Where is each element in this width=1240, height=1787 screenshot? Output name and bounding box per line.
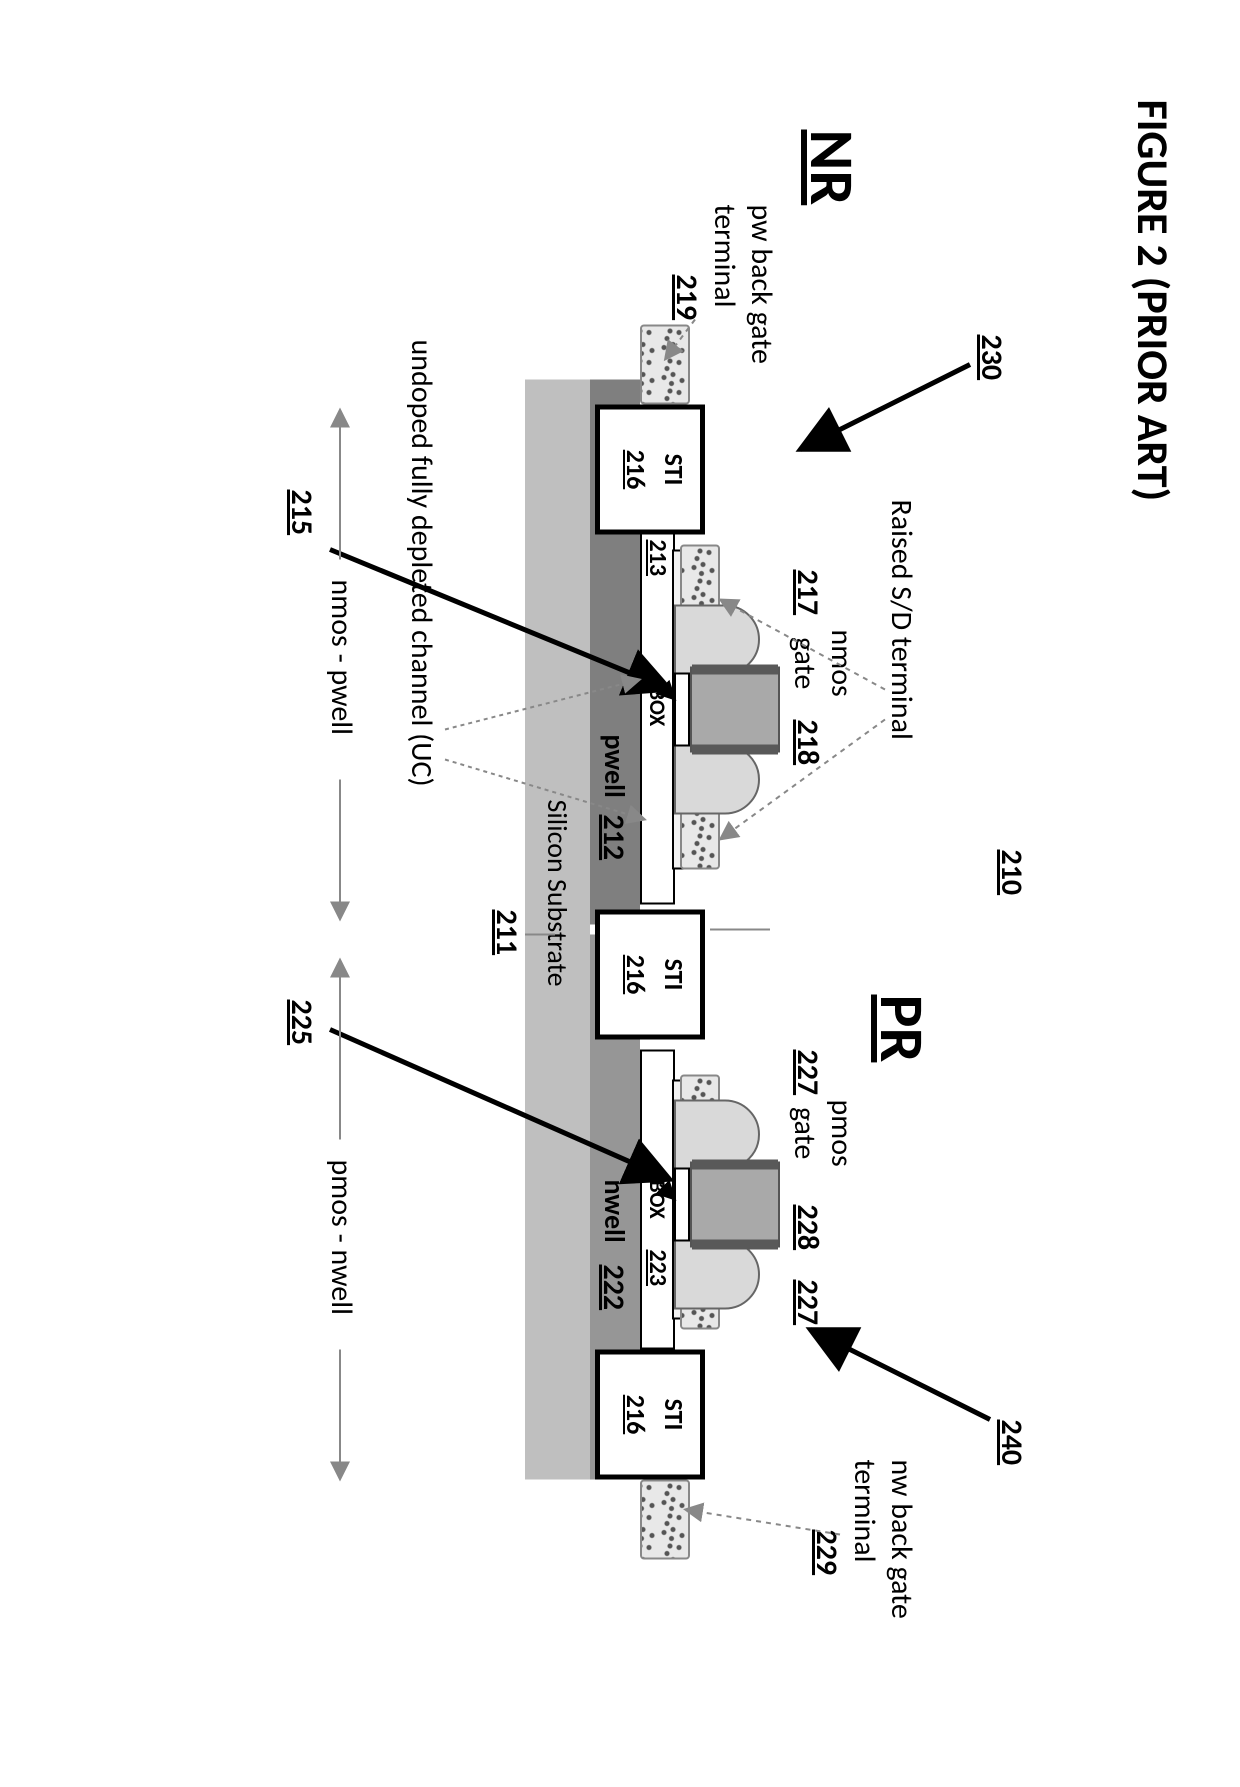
ref-217: 217	[789, 570, 826, 616]
nw-back-gate-terminal	[640, 1480, 690, 1560]
sti-text: STI	[658, 454, 690, 486]
figure-title: FIGURE 2 (PRIOR ART)	[1126, 100, 1180, 502]
nmos-rsd-right	[674, 745, 760, 815]
nmos-gate	[672, 605, 780, 815]
label-pwell: pwell	[597, 735, 632, 798]
ref-225: 225	[283, 1000, 320, 1046]
sti-1: STI216	[595, 405, 705, 535]
ref-223: 223	[643, 1250, 672, 1287]
pmos-gate-core	[690, 1162, 780, 1248]
ref-216-b: 216	[620, 915, 652, 1035]
ref-215: 215	[283, 490, 320, 536]
ref-229: 229	[808, 1530, 845, 1576]
label-undoped-uc: undoped fully depleted channel (UC)	[403, 340, 440, 787]
pmos-gate	[672, 1100, 780, 1310]
label-nr: NR	[794, 130, 870, 206]
label-nw-back-gate: nw back gate terminal	[846, 1460, 920, 1619]
pmos-rsd-right	[674, 1240, 760, 1310]
nmos-uc	[674, 673, 690, 747]
label-pw-back-gate: pw back gate terminal	[706, 205, 780, 364]
page: FIGURE 2 (PRIOR ART) 230 210 240 NR PR p…	[0, 0, 1240, 1787]
sti-text: STI	[658, 1399, 690, 1431]
box-pmos: BOX	[640, 1050, 675, 1350]
ref-210: 210	[993, 850, 1030, 896]
ref-222: 222	[595, 1265, 632, 1311]
nmos-gate-core	[690, 667, 780, 753]
label-nwell: nwell	[597, 1180, 632, 1243]
sti-text: STI	[658, 959, 690, 991]
pw-back-gate-terminal	[640, 325, 690, 405]
label-nmos-pwell-span: nmos - pwell	[323, 580, 360, 736]
label-pmos-gate: pmos gate	[786, 1100, 860, 1167]
label-raised-sd: Raised S/D terminal	[883, 500, 920, 740]
label-pr: PR	[864, 995, 940, 1063]
ref-213: 213	[643, 540, 672, 577]
ref-227-right: 227	[789, 1280, 826, 1326]
pmos-uc	[674, 1168, 690, 1242]
ref-230: 230	[973, 335, 1010, 381]
ref-211: 211	[488, 910, 525, 956]
label-nmos-gate: nmos gate	[786, 630, 860, 697]
ref-216-a: 216	[620, 410, 652, 530]
ref-216-c: 216	[620, 1355, 652, 1475]
ref-212: 212	[595, 815, 632, 861]
sti-2: STI216	[595, 910, 705, 1040]
ref-227-left: 227	[789, 1050, 826, 1096]
device-cross-section: BOX BOX STI216 STI216 STI216	[510, 380, 760, 1480]
label-pmos-nwell-span: pmos - nwell	[323, 1160, 360, 1315]
ref-240: 240	[993, 1420, 1030, 1466]
ref-228: 228	[789, 1205, 826, 1251]
sti-3: STI216	[595, 1350, 705, 1480]
figure-rotated: FIGURE 2 (PRIOR ART) 230 210 240 NR PR p…	[0, 0, 1240, 1787]
label-silicon-substrate: Silicon Substrate	[540, 800, 575, 987]
ref-218: 218	[789, 720, 826, 766]
ref-219: 219	[668, 275, 705, 321]
